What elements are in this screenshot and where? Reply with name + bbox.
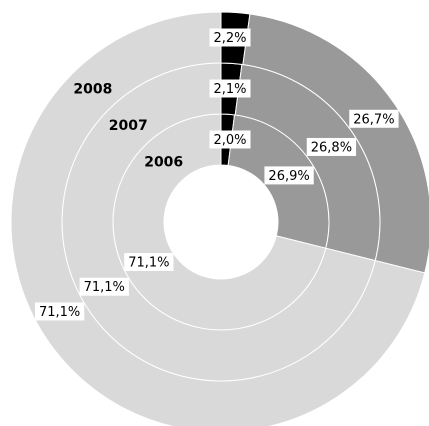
data-label: 2,0%: [209, 130, 251, 149]
data-label: 26,7%: [349, 109, 399, 128]
data-label-text: 26,7%: [353, 112, 394, 127]
label-box: [34, 302, 85, 321]
data-label-text: 26,8%: [311, 140, 352, 155]
data-label-text: 2,0%: [213, 133, 246, 148]
data-label: 26,8%: [306, 137, 357, 156]
data-label-text: 71,1%: [39, 305, 80, 320]
label-box: [209, 28, 251, 47]
data-label: 71,1%: [124, 252, 174, 271]
ring-label: 2008: [73, 81, 112, 97]
data-label: 26,9%: [264, 166, 314, 185]
label-box: [124, 252, 174, 271]
label-box: [349, 109, 399, 128]
ring-label: 2006: [144, 155, 183, 171]
label-box: [306, 137, 357, 156]
data-label: 2,1%: [209, 79, 251, 98]
label-box: [209, 130, 251, 149]
data-label-text: 71,1%: [84, 280, 125, 295]
data-label-text: 2,2%: [213, 31, 246, 46]
label-box: [79, 277, 129, 296]
data-label: 71,1%: [79, 277, 129, 296]
label-box: [264, 166, 314, 185]
data-label: 2,2%: [209, 28, 251, 47]
label-box: [209, 79, 251, 98]
data-label-text: 2,1%: [213, 82, 246, 97]
ring-label: 2007: [109, 118, 148, 134]
data-label-text: 26,9%: [268, 169, 309, 184]
data-label-text: 71,1%: [128, 255, 169, 270]
data-label: 71,1%: [34, 302, 85, 321]
ring-segment: [10, 11, 426, 426]
